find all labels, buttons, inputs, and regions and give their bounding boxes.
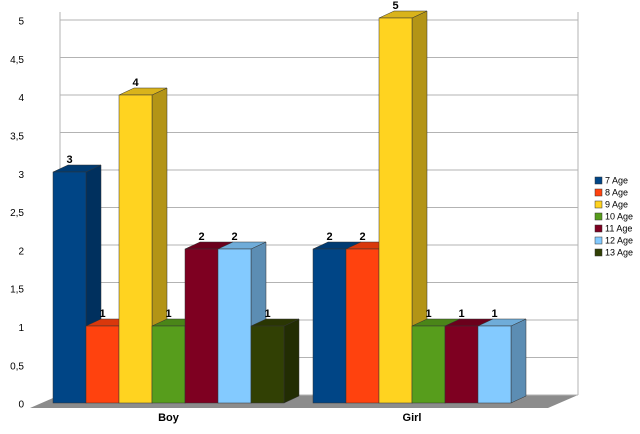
bar bbox=[250, 325, 285, 404]
data-label: 1 bbox=[458, 308, 464, 320]
bar bbox=[444, 325, 479, 404]
legend-swatch bbox=[594, 236, 603, 245]
x-tick-label: Girl bbox=[403, 412, 422, 424]
bar-side bbox=[283, 318, 300, 404]
bar bbox=[312, 248, 347, 404]
y-tick-label: 0,5 bbox=[10, 361, 24, 372]
y-tick-label: 2 bbox=[18, 246, 24, 257]
legend-label: 7 Age bbox=[605, 175, 628, 185]
y-tick-label: 2,5 bbox=[10, 208, 24, 219]
data-label: 1 bbox=[264, 308, 270, 320]
y-tick-label: 3,5 bbox=[10, 132, 24, 143]
data-label: 2 bbox=[359, 231, 365, 243]
legend-swatch bbox=[594, 188, 603, 197]
bar bbox=[378, 17, 413, 404]
bar bbox=[345, 248, 380, 404]
legend-label: 12 Age bbox=[605, 235, 633, 245]
legend-swatch bbox=[594, 224, 603, 233]
y-tick-label: 0 bbox=[18, 400, 24, 411]
data-label: 1 bbox=[491, 308, 497, 320]
legend-label: 10 Age bbox=[605, 211, 633, 221]
y-tick-label: 1 bbox=[18, 323, 24, 334]
bar bbox=[184, 248, 219, 404]
y-tick-label: 4 bbox=[18, 93, 24, 104]
y-tick-label: 1,5 bbox=[10, 285, 24, 296]
bar bbox=[85, 325, 120, 404]
bar bbox=[477, 325, 512, 404]
legend-swatch bbox=[594, 212, 603, 221]
legend-label: 13 Age bbox=[605, 247, 633, 257]
legend-swatch bbox=[594, 248, 603, 257]
y-tick-label: 5 bbox=[18, 17, 24, 28]
x-tick-label: Boy bbox=[158, 412, 180, 424]
legend-label: 11 Age bbox=[605, 223, 632, 233]
data-label: 3 bbox=[66, 154, 72, 166]
y-tick-label: 4,5 bbox=[10, 55, 24, 66]
legend-label: 8 Age bbox=[605, 187, 628, 197]
legend-swatch bbox=[594, 176, 603, 185]
data-label: 4 bbox=[132, 77, 139, 89]
data-label: 2 bbox=[198, 231, 204, 243]
data-label: 1 bbox=[425, 308, 431, 320]
bar-side bbox=[510, 318, 527, 404]
data-label: 2 bbox=[231, 231, 237, 243]
data-label: 5 bbox=[392, 0, 398, 12]
data-label: 1 bbox=[99, 308, 105, 320]
data-label: 2 bbox=[326, 231, 332, 243]
y-tick-label: 3 bbox=[18, 170, 24, 181]
bar bbox=[411, 325, 446, 404]
bar bbox=[151, 325, 186, 404]
data-label: 1 bbox=[165, 308, 171, 320]
bar bbox=[217, 248, 252, 404]
bar bbox=[52, 171, 87, 404]
bar bbox=[118, 94, 153, 404]
legend-label: 9 Age bbox=[605, 199, 628, 209]
legend-swatch bbox=[594, 200, 603, 209]
